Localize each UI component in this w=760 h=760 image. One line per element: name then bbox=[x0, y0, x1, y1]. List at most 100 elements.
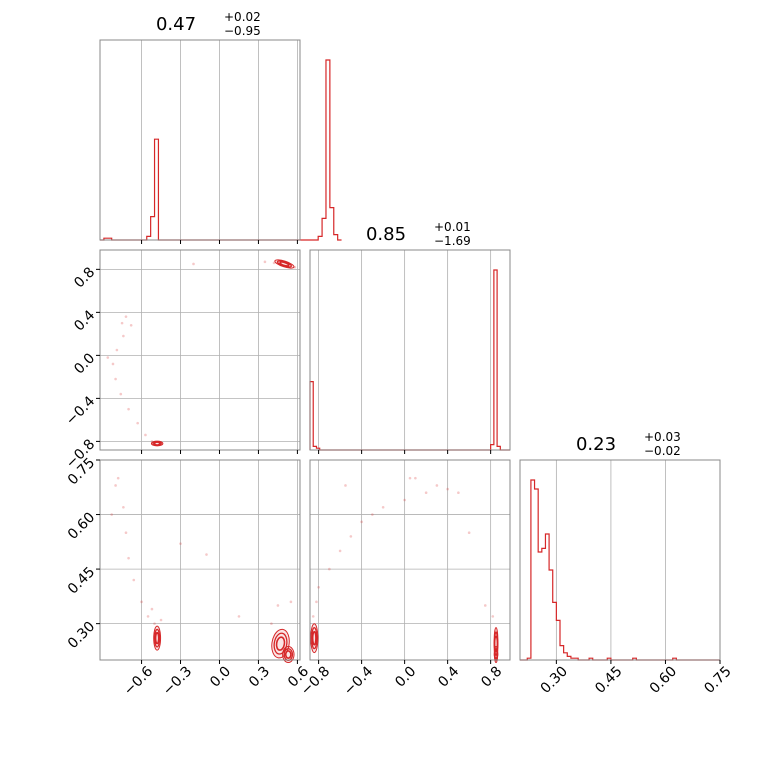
y-tick-label: 0.0 bbox=[71, 350, 98, 377]
title-value: 0.85 bbox=[366, 224, 406, 245]
title-minus: −0.02 bbox=[644, 444, 681, 458]
panel-2-0 bbox=[100, 459, 300, 660]
panel-0-0 bbox=[141, 40, 298, 240]
title-value: 0.23 bbox=[576, 434, 616, 455]
density-contour bbox=[311, 627, 318, 650]
x-tick-label: −0.3 bbox=[160, 663, 195, 698]
scatter-point bbox=[136, 421, 139, 425]
scatter-point bbox=[408, 476, 412, 480]
scatter-point bbox=[205, 553, 208, 556]
scatter-point bbox=[106, 356, 110, 359]
x-tick-label: 0.3 bbox=[246, 663, 273, 690]
scatter-point bbox=[311, 615, 315, 618]
scatter-point bbox=[144, 433, 147, 437]
x-tick-label: −0.6 bbox=[121, 663, 156, 698]
histogram-param-0 bbox=[100, 59, 342, 241]
scatter-point bbox=[263, 260, 267, 264]
scatter-point bbox=[338, 549, 342, 553]
scatter-point bbox=[129, 323, 133, 327]
title-minus: −1.69 bbox=[434, 234, 471, 248]
density-contour bbox=[311, 630, 317, 646]
x-tick-label: 0.30 bbox=[538, 663, 571, 696]
scatter-point bbox=[237, 615, 241, 618]
panel-border bbox=[99, 249, 301, 451]
scatter-point bbox=[192, 262, 195, 266]
title-value: 0.47 bbox=[156, 14, 196, 35]
x-tick-label: 0.60 bbox=[647, 663, 680, 696]
scatter-point bbox=[127, 407, 130, 411]
density-contour bbox=[273, 632, 288, 655]
x-tick-label: 0.45 bbox=[592, 663, 625, 696]
title-param-1: 0.85 bbox=[366, 224, 406, 245]
scatter-point bbox=[371, 513, 374, 516]
density-contour bbox=[494, 646, 499, 664]
y-tick-label: 0.30 bbox=[65, 619, 98, 652]
scatter-point bbox=[146, 615, 150, 618]
scatter-point bbox=[179, 542, 182, 545]
scatter-point bbox=[315, 600, 318, 604]
scatter-point bbox=[153, 622, 156, 625]
title-plus: +0.02 bbox=[224, 10, 261, 24]
scatter-point bbox=[349, 535, 353, 538]
panel-border bbox=[309, 459, 511, 661]
title-minus: −0.95 bbox=[224, 24, 261, 38]
scatter-point bbox=[120, 321, 124, 325]
scatter-point bbox=[122, 334, 125, 338]
density-contour bbox=[153, 625, 162, 651]
density-contour bbox=[282, 646, 295, 664]
x-tick-label: 0.8 bbox=[478, 663, 505, 690]
scatter-point bbox=[122, 505, 125, 509]
density-contour bbox=[275, 636, 286, 651]
scatter-point bbox=[132, 578, 136, 582]
scatter-point bbox=[114, 484, 117, 487]
title-param-2: 0.23 bbox=[576, 434, 616, 455]
scatter-point bbox=[435, 484, 439, 487]
scatter-point bbox=[127, 556, 130, 560]
scatter-point bbox=[124, 531, 128, 535]
x-tick-label: 0.0 bbox=[207, 663, 234, 690]
density-contour bbox=[276, 260, 293, 268]
scatter-point bbox=[115, 348, 119, 352]
x-tick-label: 0.75 bbox=[701, 663, 734, 696]
scatter-point bbox=[403, 498, 406, 502]
density-contour bbox=[152, 441, 162, 446]
panel-border bbox=[99, 39, 301, 241]
scatter-point bbox=[344, 484, 347, 487]
histogram-param-1 bbox=[309, 269, 510, 451]
scatter-point bbox=[446, 487, 449, 491]
y-tick-label: 0.60 bbox=[65, 510, 98, 543]
scatter-point bbox=[270, 622, 273, 625]
scatter-point bbox=[140, 600, 143, 604]
scatter-point bbox=[317, 585, 320, 589]
panel-1-0 bbox=[100, 250, 300, 450]
scatter-point bbox=[491, 615, 495, 618]
scatter-point bbox=[124, 315, 128, 318]
scatter-point bbox=[289, 600, 293, 604]
title-plus: +0.01 bbox=[434, 220, 471, 234]
histogram-param-2 bbox=[520, 479, 720, 661]
scatter-point bbox=[159, 618, 163, 622]
y-tick-label: 0.8 bbox=[71, 264, 98, 291]
panel-1-1 bbox=[318, 250, 492, 450]
title-plus: +0.03 bbox=[644, 430, 681, 444]
scatter-point bbox=[467, 531, 471, 535]
density-contour bbox=[150, 440, 164, 447]
scatter-point bbox=[150, 607, 154, 611]
scatter-point bbox=[110, 513, 113, 516]
scatter-point bbox=[276, 604, 280, 607]
panel-2-1 bbox=[310, 459, 510, 660]
scatter-point bbox=[328, 567, 331, 571]
density-contour bbox=[153, 628, 161, 648]
x-tick-label: 0.0 bbox=[392, 663, 419, 690]
title-param-0: 0.47 bbox=[156, 14, 196, 35]
y-tick-label: 0.4 bbox=[71, 307, 98, 334]
scatter-point bbox=[360, 520, 363, 524]
scatter-point bbox=[483, 604, 487, 607]
panel-border bbox=[519, 459, 721, 661]
panel-border bbox=[99, 459, 301, 661]
x-tick-label: −0.4 bbox=[341, 663, 376, 698]
scatter-point bbox=[424, 491, 428, 495]
scatter-point bbox=[457, 491, 460, 495]
panel-border bbox=[309, 249, 511, 451]
